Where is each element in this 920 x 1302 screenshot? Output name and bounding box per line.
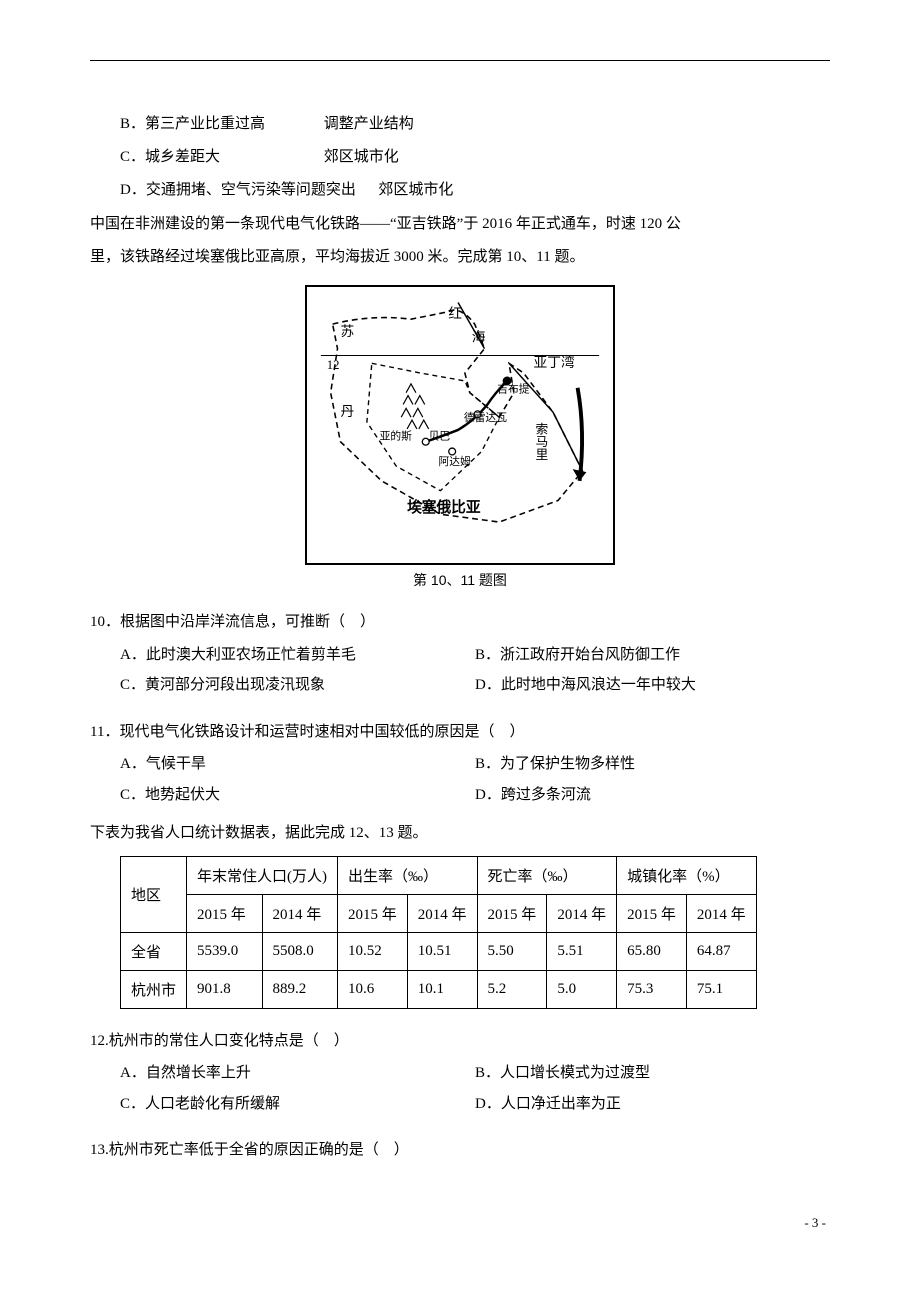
- q10-stem: 10．根据图中沿岸洋流信息，可推断（ ）: [90, 608, 830, 637]
- label-red: 红: [448, 306, 462, 321]
- option-b: B．第三产业比重过高 调整产业结构: [120, 111, 830, 138]
- label-ethiopia: 埃塞俄比亚: [407, 498, 481, 516]
- th-pop: 年末常住人口(万人): [187, 856, 338, 894]
- page-top-rule: [90, 60, 830, 61]
- label-sudan-bottom: 丹: [340, 404, 354, 419]
- passage-1-line2: 里，该铁路经过埃塞俄比亚高原，平均海拔近 3000 米。完成第 10、11 题。: [90, 243, 830, 272]
- map-svg: 苏 12 丹 红 海 亚丁湾 吉布提 德雷达瓦 亚的斯 贝巴 阿达姆 埃塞俄比亚…: [313, 293, 607, 561]
- border-outer: [331, 310, 583, 522]
- th-urban: 城镇化率（%）: [617, 856, 757, 894]
- th-d-2014: 2014 年: [547, 894, 617, 932]
- cell: 5539.0: [187, 932, 263, 970]
- cell-region: 全省: [121, 932, 187, 970]
- q12-d: D．人口净迁出率为正: [475, 1090, 830, 1119]
- cell-region: 杭州市: [121, 970, 187, 1008]
- th-u-2014: 2014 年: [686, 894, 756, 932]
- cell: 75.3: [617, 970, 687, 1008]
- option-c: C．城乡差距大 郊区城市化: [120, 144, 830, 171]
- th-region: 地区: [121, 856, 187, 932]
- q10-b: B．浙江政府开始台风防御工作: [475, 641, 830, 670]
- figure-caption: 第 10、11 题图: [90, 570, 830, 590]
- table-header-row-2: 2015 年 2014 年 2015 年 2014 年 2015 年 2014 …: [121, 894, 757, 932]
- option-c-action: 郊区城市化: [324, 149, 399, 165]
- current-arrow: [573, 388, 587, 481]
- cell: 75.1: [686, 970, 756, 1008]
- option-c-text: C．城乡差距大: [120, 144, 320, 171]
- th-b-2014: 2014 年: [407, 894, 477, 932]
- th-b-2015: 2015 年: [338, 894, 408, 932]
- th-pop-2015: 2015 年: [187, 894, 263, 932]
- option-d: D．交通拥堵、空气污染等问题突出 郊区城市化: [120, 177, 830, 204]
- label-sea: 海: [472, 330, 486, 345]
- option-d-spacer: [360, 182, 375, 198]
- cell: 10.51: [407, 932, 477, 970]
- q12-b: B．人口增长模式为过渡型: [475, 1059, 830, 1088]
- table-header-row-1: 地区 年末常住人口(万人) 出生率（‰） 死亡率（‰） 城镇化率（%）: [121, 856, 757, 894]
- cell: 889.2: [262, 970, 338, 1008]
- map-figure: 苏 12 丹 红 海 亚丁湾 吉布提 德雷达瓦 亚的斯 贝巴 阿达姆 埃塞俄比亚…: [305, 285, 615, 565]
- option-b-action: 调整产业结构: [324, 116, 414, 132]
- cell: 10.52: [338, 932, 408, 970]
- label-djibouti: 吉布提: [497, 384, 530, 396]
- q12-a: A．自然增长率上升: [120, 1059, 475, 1088]
- cell: 10.1: [407, 970, 477, 1008]
- th-u-2015: 2015 年: [617, 894, 687, 932]
- cell: 5.51: [547, 932, 617, 970]
- cell: 5.2: [477, 970, 547, 1008]
- q10-a: A．此时澳大利亚农场正忙着剪羊毛: [120, 641, 475, 670]
- cell: 10.6: [338, 970, 408, 1008]
- cell: 5.0: [547, 970, 617, 1008]
- passage-2: 下表为我省人口统计数据表，据此完成 12、13 题。: [90, 819, 830, 848]
- label-adama: 阿达姆: [438, 455, 471, 468]
- q11-b: B．为了保护生物多样性: [475, 750, 830, 779]
- label-somalia: 索马里: [533, 422, 547, 461]
- label-lat12: 12: [327, 358, 340, 372]
- mountain-symbols: [401, 384, 428, 429]
- q11-d: D．跨过多条河流: [475, 781, 830, 810]
- q12-c: C．人口老龄化有所缓解: [120, 1090, 475, 1119]
- cell: 5508.0: [262, 932, 338, 970]
- border-ethiopia: [367, 363, 499, 490]
- cell: 901.8: [187, 970, 263, 1008]
- cell: 65.80: [617, 932, 687, 970]
- page-number: - 3 -: [90, 1215, 830, 1231]
- q11-options: A．气候干旱 B．为了保护生物多样性 C．地势起伏大 D．跨过多条河流: [120, 750, 830, 809]
- label-sudan-top: 苏: [340, 324, 354, 339]
- option-b-text: B．第三产业比重过高: [120, 111, 320, 138]
- cell: 5.50: [477, 932, 547, 970]
- table-row: 杭州市 901.8 889.2 10.6 10.1 5.2 5.0 75.3 7…: [121, 970, 757, 1008]
- option-d-action: 郊区城市化: [378, 182, 453, 198]
- population-table: 地区 年末常住人口(万人) 出生率（‰） 死亡率（‰） 城镇化率（%） 2015…: [120, 856, 757, 1009]
- table-row: 全省 5539.0 5508.0 10.52 10.51 5.50 5.51 6…: [121, 932, 757, 970]
- q13-stem: 13.杭州市死亡率低于全省的原因正确的是（ ）: [90, 1136, 830, 1165]
- passage-1-line1: 中国在非洲建设的第一条现代电气化铁路——“亚吉铁路”于 2016 年正式通车，时…: [90, 210, 830, 239]
- option-d-text: D．交通拥堵、空气污染等问题突出: [120, 182, 356, 198]
- cell: 64.87: [686, 932, 756, 970]
- q10-d: D．此时地中海风浪达一年中较大: [475, 671, 830, 700]
- q11-a: A．气候干旱: [120, 750, 475, 779]
- q10-options: A．此时澳大利亚农场正忙着剪羊毛 B．浙江政府开始台风防御工作 C．黄河部分河段…: [120, 641, 830, 700]
- th-pop-2014: 2014 年: [262, 894, 338, 932]
- q11-c: C．地势起伏大: [120, 781, 475, 810]
- figure-container: 苏 12 丹 红 海 亚丁湾 吉布提 德雷达瓦 亚的斯 贝巴 阿达姆 埃塞俄比亚…: [90, 285, 830, 590]
- label-addis-r: 贝巴: [429, 431, 451, 443]
- th-d-2015: 2015 年: [477, 894, 547, 932]
- q11-stem: 11．现代电气化铁路设计和运营时速相对中国较低的原因是（ ）: [90, 718, 830, 747]
- th-death: 死亡率（‰）: [477, 856, 617, 894]
- th-birth: 出生率（‰）: [338, 856, 478, 894]
- label-dire: 德雷达瓦: [464, 411, 507, 424]
- label-aden: 亚丁湾: [534, 354, 575, 370]
- q10-c: C．黄河部分河段出现凌汛现象: [120, 671, 475, 700]
- q12-options: A．自然增长率上升 B．人口增长模式为过渡型 C．人口老龄化有所缓解 D．人口净…: [120, 1059, 830, 1118]
- q12-stem: 12.杭州市的常住人口变化特点是（ ）: [90, 1027, 830, 1056]
- label-addis-l: 亚的斯: [380, 430, 413, 443]
